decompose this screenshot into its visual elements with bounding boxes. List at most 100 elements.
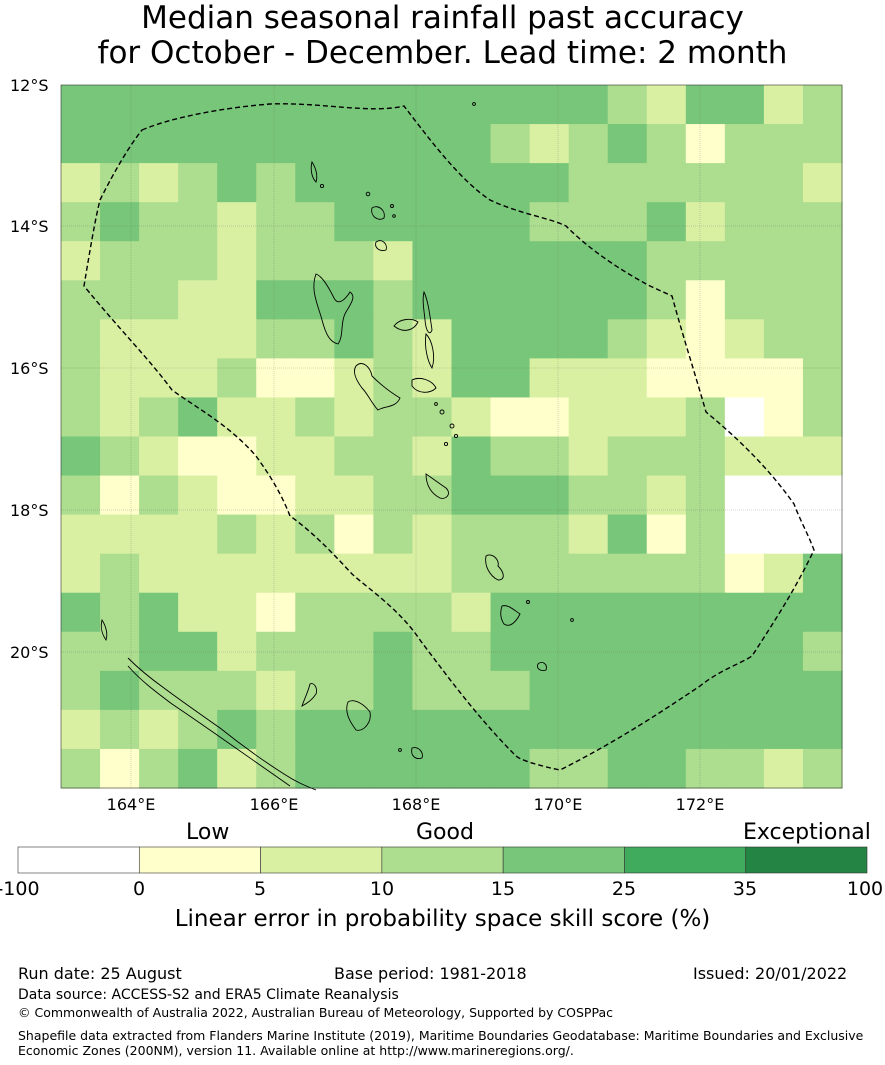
grid-cell — [724, 592, 765, 633]
grid-cell — [139, 436, 179, 477]
grid-cell — [763, 163, 804, 203]
grid-cell — [412, 553, 453, 594]
grid-cell — [568, 202, 609, 242]
grid-cell — [568, 163, 609, 203]
grid-cell — [607, 592, 648, 633]
grid-cell — [763, 202, 804, 242]
grid-cell — [568, 124, 609, 164]
grid-cell — [373, 592, 414, 633]
grid-cell — [568, 514, 609, 555]
grid-cell — [256, 514, 296, 555]
grid-cell — [529, 358, 570, 399]
colorbar-tick: -100 — [0, 878, 40, 900]
grid-cell — [256, 319, 296, 359]
grid-cell — [412, 319, 453, 359]
grid-cell — [373, 202, 414, 242]
grid-cell — [763, 124, 804, 164]
grid-cell — [802, 514, 843, 555]
grid-cell — [373, 358, 414, 399]
grid-cell — [607, 280, 648, 320]
issued-date: Issued: 20/01/2022 — [693, 964, 848, 983]
grid-cell — [139, 397, 179, 438]
grid-cell — [217, 358, 257, 399]
colorbar-segment — [745, 846, 868, 874]
grid-cell — [178, 163, 218, 203]
grid-cell — [334, 319, 374, 359]
grid-cell — [802, 670, 843, 711]
lon-label-170e: 170°E — [533, 795, 583, 814]
grid-cell — [607, 397, 648, 438]
grid-cell — [139, 709, 179, 750]
grid-cell — [490, 163, 531, 203]
grid-cell — [217, 436, 257, 477]
grid-cell — [607, 124, 648, 164]
grid-cell — [295, 631, 335, 672]
grid-cell — [217, 85, 257, 125]
grid-cell — [178, 280, 218, 320]
grid-cell — [568, 397, 609, 438]
grid-cell — [490, 748, 531, 789]
grid-cell — [529, 85, 570, 125]
grid-cell — [217, 553, 257, 594]
grid-cell — [763, 397, 804, 438]
grid-cell — [100, 748, 140, 789]
colorbar-segment — [381, 846, 504, 874]
grid-cell — [217, 241, 257, 281]
grid-cell — [607, 748, 648, 789]
grid-cell — [529, 124, 570, 164]
grid-cell — [373, 280, 414, 320]
grid-cell — [61, 592, 101, 633]
grid-cell — [373, 553, 414, 594]
grid-cell — [256, 163, 296, 203]
grid-cell — [607, 553, 648, 594]
grid-cell — [724, 397, 765, 438]
grid-cell — [607, 241, 648, 281]
run-date: Run date: 25 August — [18, 964, 182, 983]
island-outlines — [100, 160, 547, 791]
grid-cell — [61, 124, 101, 164]
grid-cell — [295, 163, 335, 203]
grid-cell — [724, 436, 765, 477]
grid-cell — [412, 592, 453, 633]
grid-cell — [646, 124, 687, 164]
grid-cell — [100, 241, 140, 281]
grid-cell — [490, 319, 531, 359]
grid-cell — [763, 631, 804, 672]
grid-cell — [724, 241, 765, 281]
grid-cell — [256, 670, 296, 711]
grid-cell — [373, 748, 414, 789]
grid-cell — [490, 670, 531, 711]
grid-cell — [100, 475, 140, 516]
grid-cell — [451, 358, 492, 399]
grid-cell — [724, 748, 765, 789]
grid-cell — [763, 553, 804, 594]
grid-cell — [490, 475, 531, 516]
grid-cell — [217, 592, 257, 633]
grid-cell — [139, 631, 179, 672]
shapefile-credit-2: Economic Zones (200NM), version 11. Avai… — [18, 1043, 574, 1058]
grid-cell — [139, 202, 179, 242]
grid-cell — [100, 397, 140, 438]
grid-cell — [61, 397, 101, 438]
grid-cell — [685, 85, 726, 125]
grid-cell — [646, 85, 687, 125]
grid-cell — [451, 514, 492, 555]
grid-cell — [61, 319, 101, 359]
grid-cell — [256, 553, 296, 594]
grid-cell — [373, 397, 414, 438]
grid-cell — [373, 709, 414, 750]
grid-cell — [295, 241, 335, 281]
grid-cell — [451, 397, 492, 438]
grid-cell — [256, 202, 296, 242]
grid-cell — [724, 631, 765, 672]
grid-cell — [607, 514, 648, 555]
grid-cell — [607, 358, 648, 399]
colorbar-title: Linear error in probability space skill … — [174, 906, 711, 932]
grid-cell — [178, 553, 218, 594]
grid-cell — [685, 631, 726, 672]
colorbar-segment — [260, 846, 383, 874]
grid-cell — [61, 436, 101, 477]
grid-cell — [295, 202, 335, 242]
grid-cell — [607, 436, 648, 477]
grid-cell — [529, 514, 570, 555]
